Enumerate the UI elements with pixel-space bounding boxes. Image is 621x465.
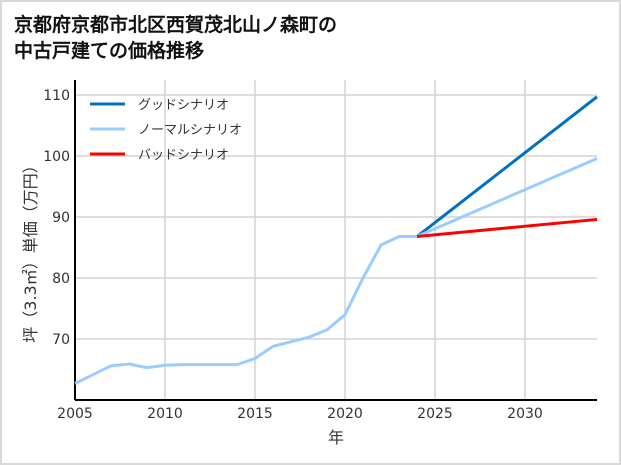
x-tick-label: 2025	[417, 406, 453, 422]
y-tick-label: 110	[43, 88, 70, 104]
y-tick-label: 70	[52, 332, 70, 348]
series-line-good	[416, 95, 598, 238]
x-axis-label: 年	[328, 428, 344, 447]
series-line-normal	[74, 157, 598, 385]
x-tick-label: 2015	[237, 406, 273, 422]
y-tick-label: 100	[43, 149, 70, 165]
y-tick-label: 80	[52, 271, 70, 287]
y-axis-label: 坪（3.3㎡）単価（万円）	[21, 157, 40, 342]
x-tick-label: 2010	[147, 406, 183, 422]
series-line-bad	[416, 217, 598, 239]
legend-label: グッドシナリオ	[138, 98, 229, 113]
legend-label: ノーマルシナリオ	[138, 123, 242, 138]
x-tick-label: 2030	[507, 406, 543, 422]
x-tick-label: 2005	[57, 406, 93, 422]
chart-title: 京都府京都市北区西賀茂北山ノ森町の 中古戸建ての価格推移	[14, 12, 337, 64]
chart-title-line2: 中古戸建ての価格推移	[14, 40, 205, 62]
chart-title-line1: 京都府京都市北区西賀茂北山ノ森町の	[14, 14, 338, 36]
legend-label: バッドシナリオ	[138, 148, 229, 163]
y-tick-label: 90	[52, 210, 70, 226]
x-tick-label: 2020	[327, 406, 363, 422]
